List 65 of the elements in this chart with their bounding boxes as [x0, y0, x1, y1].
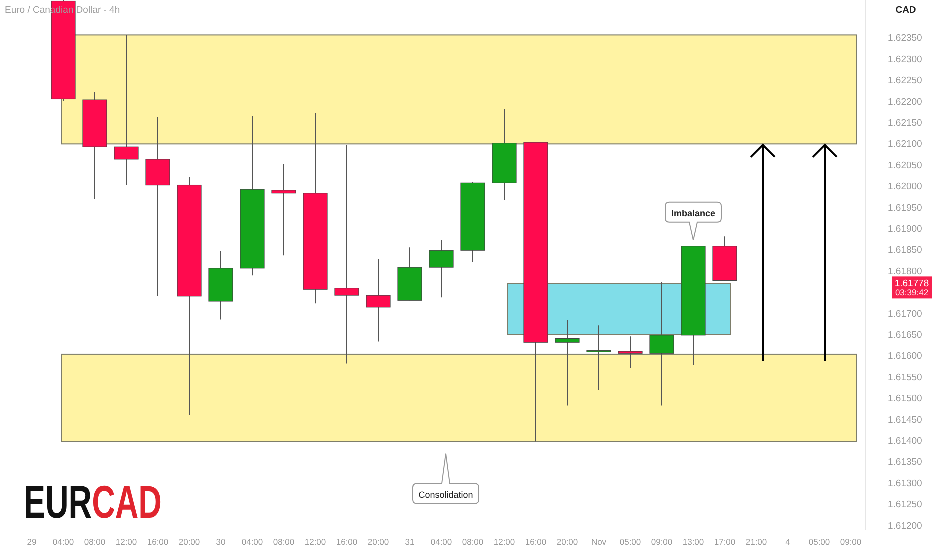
x-tick-label: 04:00	[242, 537, 264, 548]
candlestick	[114, 34, 139, 186]
text: EURCAD	[24, 476, 192, 528]
x-tick-label: 09:00	[651, 537, 673, 548]
y-tick-label: 1.61450	[888, 414, 922, 426]
x-tick-label: 21:00	[746, 537, 768, 548]
y-tick-label: 1.62200	[888, 96, 922, 108]
x-tick-label: 04:00	[430, 537, 452, 548]
y-tick-label: 1.62300	[888, 54, 922, 66]
x-tick-label: 16:00	[336, 537, 358, 548]
text: 03:39:42	[895, 288, 929, 298]
x-tick-label: 17:00	[714, 537, 736, 548]
y-tick-label: 1.61300	[888, 478, 922, 490]
y-tick-label: 1.61650	[888, 330, 922, 341]
annotation: Consolidation	[418, 490, 474, 500]
x-tick-label: 31	[405, 537, 415, 548]
y-tick-label: 1.61550	[888, 372, 922, 384]
candlestick	[334, 144, 360, 364]
x-tick-label: 13:00	[682, 537, 704, 548]
y-tick-label: 1.61900	[888, 224, 922, 235]
x-tick-label: 16:00	[525, 537, 547, 548]
y-tick-label: 1.61500	[888, 394, 922, 405]
x-tick-label: 20:00	[556, 537, 578, 548]
y-tick-label: 1.61350	[888, 457, 922, 468]
x-tick-label: 08:00	[273, 537, 295, 548]
candlestick	[650, 282, 674, 406]
y-tick-label: 1.61950	[888, 202, 922, 214]
y-tick-label: 1.61400	[888, 436, 922, 447]
y-tick-label: 1.62000	[888, 182, 922, 193]
x-tick-label: 08:00	[84, 537, 106, 548]
y-tick-label: 1.62100	[888, 139, 922, 150]
y-tick-label: 1.61800	[888, 266, 922, 278]
x-tick-label: 20:00	[368, 537, 390, 548]
y-tick-label: 1.61850	[888, 245, 922, 256]
text: 1.61778	[894, 278, 930, 290]
candlestick	[586, 325, 612, 392]
x-tick-label: 05:00	[808, 537, 830, 548]
y-tick-label: 1.61200	[888, 520, 922, 532]
x-tick-label: 4	[786, 537, 791, 548]
annotation: Imbalance	[671, 208, 716, 218]
x-tick-label: Nov	[591, 537, 608, 548]
candlestick	[555, 320, 580, 406]
x-tick-label: 08:00	[462, 537, 484, 548]
x-tick-label: 29	[27, 537, 37, 548]
x-tick-label: 30	[216, 537, 226, 548]
x-tick-label: 04:00	[52, 537, 74, 548]
y-tick-label: 1.62250	[888, 76, 922, 87]
x-tick-label: 12:00	[494, 537, 516, 548]
candlestick	[366, 258, 391, 342]
candlestick	[429, 240, 454, 298]
y-tick-label: 1.62150	[888, 118, 922, 129]
x-tick-label: 12:00	[116, 537, 138, 548]
x-tick-label: 16:00	[147, 537, 169, 548]
candlestick	[272, 164, 296, 256]
x-tick-label: 12:00	[304, 537, 326, 548]
y-tick-label: 1.61600	[888, 351, 922, 362]
y-tick-label: 1.61250	[888, 500, 922, 511]
y-tick-label: 1.62350	[888, 33, 922, 44]
candlestick	[618, 336, 643, 369]
y-axis-title: CAD	[896, 5, 916, 16]
x-tick-label: 09:00	[840, 537, 862, 548]
y-tick-label: 1.62050	[888, 160, 922, 172]
y-tick-label: 1.61700	[888, 308, 922, 320]
x-tick-label: 20:00	[178, 537, 200, 548]
x-tick-label: 05:00	[620, 537, 642, 548]
